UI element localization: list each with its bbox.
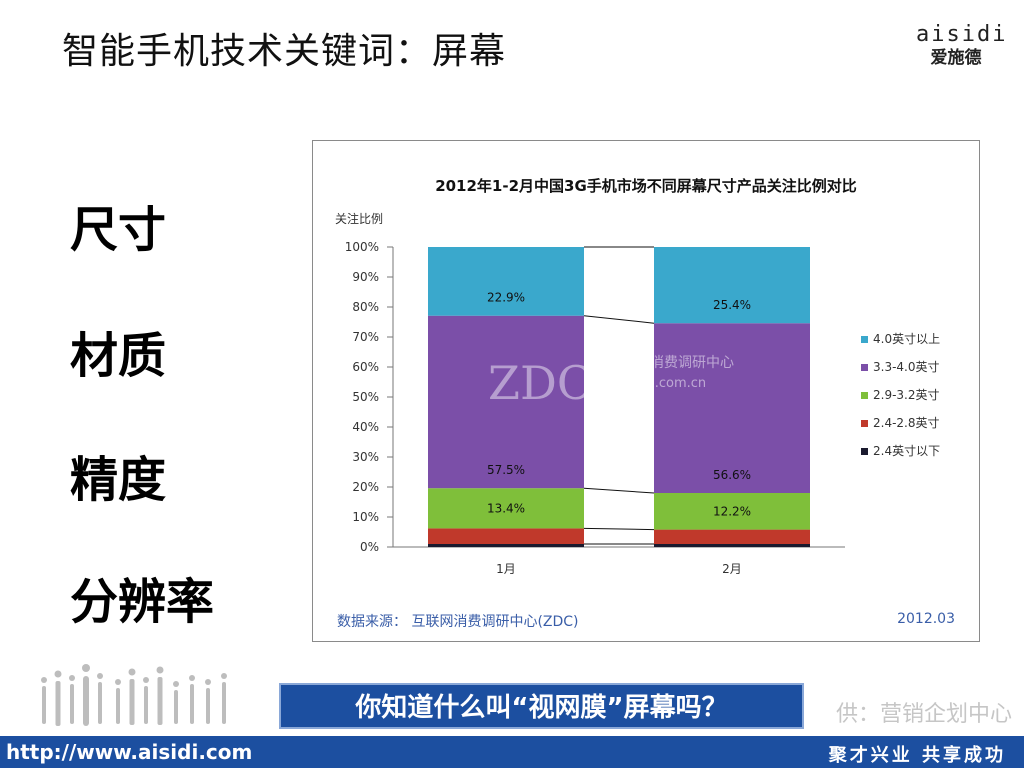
x-tick-label: 1月	[496, 562, 516, 576]
bar-segment	[654, 493, 810, 530]
x-tick-label: 2月	[722, 562, 742, 576]
chart-title: 2012年1-2月中国3G手机市场不同屏幕尺寸产品关注比例对比	[435, 177, 857, 195]
data-label: 56.6%	[713, 468, 751, 482]
y-tick-label: 0%	[360, 540, 379, 554]
retina-question-banner: 你知道什么叫“视网膜”屏幕吗？	[279, 683, 804, 729]
watermark-line2: zdc.zol.com.cn	[610, 376, 706, 391]
watermark-zdc: ZDC	[488, 356, 592, 410]
y-tick-label: 100%	[345, 240, 379, 254]
keyword-resolution: 分辨率	[70, 574, 215, 630]
connector-line	[583, 315, 655, 324]
connector-line	[583, 527, 655, 531]
bar-segment	[428, 315, 584, 489]
legend-label: 4.0英寸以上	[873, 332, 940, 346]
bar-segment	[428, 247, 584, 316]
bar-segment	[654, 323, 810, 493]
legend-label: 2.4英寸以下	[873, 444, 940, 458]
legend-swatch	[861, 448, 868, 455]
keyword-size: 尺寸	[70, 202, 167, 258]
bar-segment	[654, 544, 810, 547]
data-label: 13.4%	[487, 501, 525, 515]
y-axis-label: 关注比例	[335, 211, 383, 226]
y-tick-label: 80%	[352, 300, 379, 314]
data-label: 25.4%	[713, 298, 751, 312]
y-tick-label: 10%	[352, 510, 379, 524]
y-tick-label: 90%	[352, 270, 379, 284]
connector-line	[583, 487, 655, 494]
y-tick-label: 20%	[352, 480, 379, 494]
footer-bar: http://www.aisidi.com 聚才兴业 共享成功	[0, 736, 1024, 768]
bar-segment	[428, 544, 584, 547]
y-tick-label: 50%	[352, 390, 379, 404]
credit-text: 供：营销企划中心	[835, 702, 1012, 727]
logo-cn-text: 爱施德	[930, 48, 982, 68]
bar-segment	[654, 247, 810, 324]
chart-frame: 2012年1-2月中国3G手机市场不同屏幕尺寸产品关注比例对比关注比例 0% 10%…	[312, 140, 980, 642]
slide-title: 智能手机技术关键词：屏幕	[62, 31, 507, 72]
keyword-material: 材质	[70, 328, 167, 384]
footer-slogan: 聚才兴业 共享成功	[828, 745, 1006, 766]
legend-swatch	[861, 364, 868, 371]
watermark-line1: 互联网消费调研中心	[608, 355, 734, 371]
legend-label: 2.9-3.2英寸	[873, 388, 940, 402]
people-decoration-icon	[41, 664, 227, 726]
y-tick-label: 60%	[352, 360, 379, 374]
y-tick-label: 70%	[352, 330, 379, 344]
footer-url[interactable]: http://www.aisidi.com	[6, 740, 253, 764]
bar-segment	[654, 529, 810, 544]
data-label: 12.2%	[713, 504, 751, 518]
chart-date: 2012.03	[897, 611, 955, 627]
legend-swatch	[861, 336, 868, 343]
logo-latin-text: aisidi	[916, 22, 1008, 47]
data-label: 22.9%	[487, 291, 525, 305]
legend-label: 2.4-2.8英寸	[873, 416, 940, 430]
legend-label: 3.3-4.0英寸	[873, 360, 940, 374]
y-tick-label: 30%	[352, 450, 379, 464]
legend-swatch	[861, 392, 868, 399]
data-label: 57.5%	[487, 463, 525, 477]
legend-swatch	[861, 420, 868, 427]
bar-segment	[428, 488, 584, 529]
keyword-precision: 精度	[70, 452, 167, 508]
bar-segment	[428, 528, 584, 544]
chart-source: 数据来源： 互联网消费调研中心(ZDC)	[337, 614, 579, 630]
aisidi-logo: aisidi 爱施德	[916, 22, 1008, 68]
y-tick-label: 40%	[352, 420, 379, 434]
